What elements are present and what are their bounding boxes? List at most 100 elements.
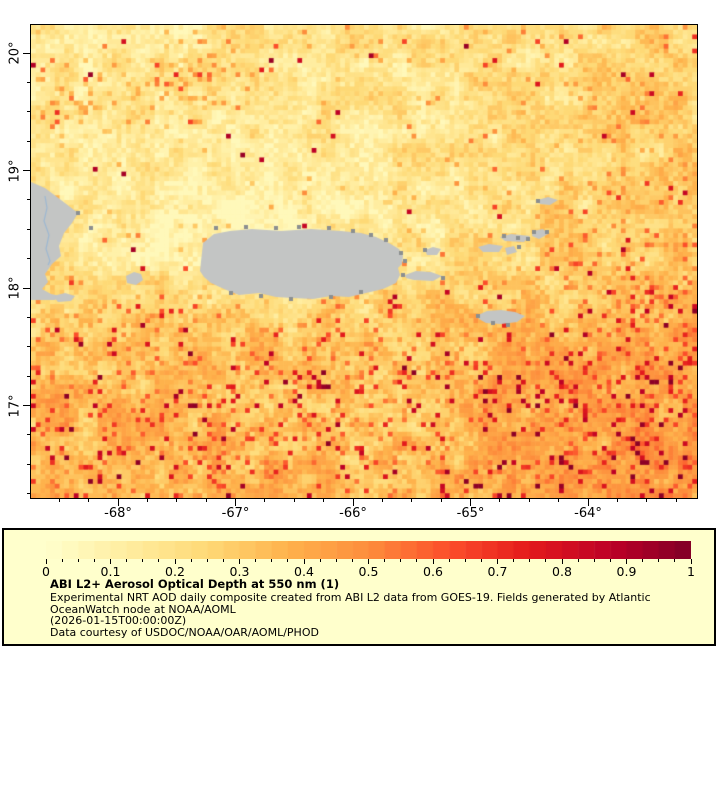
colorbar-minor-tick	[222, 559, 224, 562]
colorbar-minor-tick	[384, 559, 386, 562]
x-axis-minor-tick	[146, 498, 148, 502]
x-axis-minor-tick	[440, 498, 442, 502]
y-axis-minor-tick	[27, 346, 31, 348]
x-axis-minor-tick	[58, 498, 60, 502]
colorbar-minor-tick	[674, 559, 676, 562]
colorbar-tick-label: 0.7	[487, 564, 508, 579]
colorbar-minor-tick	[335, 559, 337, 562]
x-axis-label: -65°	[456, 506, 485, 521]
colorbar-minor-tick	[142, 559, 144, 562]
colorbar-minor-tick	[93, 559, 95, 562]
description-line-2: OceanWatch node at NOAA/AOML	[50, 602, 236, 616]
y-axis-label: 18°	[7, 276, 23, 300]
colorbar	[46, 541, 691, 559]
colorbar-tick-label: 0.8	[552, 564, 572, 579]
y-axis-minor-tick	[27, 316, 31, 318]
colorbar-minor-tick	[593, 559, 595, 562]
description-line-1: Experimental NRT AOD daily composite cre…	[50, 591, 651, 605]
colorbar-minor-tick	[77, 559, 79, 562]
x-axis-minor-tick	[646, 498, 648, 502]
x-axis-label: -66°	[339, 506, 367, 521]
colorbar-major-tick	[432, 559, 434, 564]
x-axis-minor-tick	[499, 498, 501, 502]
aod-raster-map	[31, 25, 697, 498]
x-axis-minor-tick	[558, 498, 560, 502]
map-plot-area	[30, 24, 698, 499]
x-axis-major-tick	[117, 498, 119, 506]
y-axis-minor-tick	[27, 258, 31, 260]
y-axis-major-tick	[23, 52, 31, 54]
x-axis-minor-tick	[264, 498, 266, 502]
x-axis-label: -64°	[574, 506, 602, 521]
colorbar-major-tick	[497, 559, 498, 564]
y-axis-label: 17°	[7, 393, 23, 418]
colorbar-tick-label: 0.3	[229, 564, 250, 579]
colorbar-tick-label: 0.9	[616, 564, 637, 579]
legend-box: 0 0.1 0.2 0.3 0.4 0.5 0.6 0.7 0.8 0.9 1 ABI L2+ Ae…	[2, 528, 716, 646]
colorbar-minor-tick	[545, 559, 547, 562]
y-axis-minor-tick	[27, 199, 31, 201]
colorbar-minor-tick	[206, 559, 208, 562]
colorbar-major-tick	[239, 559, 240, 564]
colorbar-minor-tick	[480, 559, 482, 562]
y-axis-minor-tick	[27, 228, 31, 230]
y-axis-label: 19°	[7, 158, 23, 183]
colorbar-minor-tick	[351, 559, 353, 562]
colorbar-minor-tick	[319, 559, 321, 562]
y-axis-major-tick	[23, 287, 31, 289]
colorbar-major-tick	[45, 559, 47, 564]
colorbar-major-tick	[174, 559, 176, 564]
colorbar-tick-label: 1	[687, 564, 695, 579]
colorbar-major-tick	[303, 559, 305, 564]
x-axis-minor-tick	[323, 498, 325, 502]
colorbar-tick-label: 0.5	[358, 564, 379, 579]
colorbar-major-tick	[690, 559, 692, 564]
y-axis-label: 20°	[7, 41, 23, 65]
colorbar-minor-tick	[400, 559, 402, 562]
y-axis-minor-tick	[27, 434, 31, 436]
colorbar-minor-tick	[190, 559, 192, 562]
colorbar-minor-tick	[287, 559, 289, 562]
colorbar-minor-tick	[126, 559, 128, 562]
colorbar-major-tick	[368, 559, 369, 564]
x-axis-minor-tick	[381, 498, 383, 502]
colorbar-minor-tick	[577, 559, 579, 562]
colorbar-minor-tick	[529, 559, 531, 562]
caption-block: ABI L2+ Aerosol Optical Depth at 550 nm …	[50, 578, 651, 639]
y-axis-minor-tick	[27, 111, 31, 113]
colorbar-minor-tick	[513, 559, 515, 562]
colorbar-minor-tick	[609, 559, 611, 562]
colorbar-major-tick	[626, 559, 627, 564]
x-axis-minor-tick	[88, 498, 90, 502]
x-axis-minor-tick	[176, 498, 178, 502]
timestamp-line: (2026-01-15T00:00:00Z)	[50, 614, 187, 628]
colorbar-minor-tick	[416, 559, 418, 562]
colorbar-major-tick	[561, 559, 563, 564]
y-axis-minor-tick	[27, 463, 31, 465]
colorbar-minor-tick	[61, 559, 63, 562]
colorbar-tick-label: 0.4	[294, 564, 314, 579]
colorbar-minor-tick	[158, 559, 160, 562]
colorbar-major-tick	[110, 559, 111, 564]
courtesy-line: Data courtesy of USDOC/NOAA/OAR/AOML/PHO…	[50, 625, 319, 639]
x-axis-label: -68°	[104, 506, 132, 521]
x-axis-major-tick	[470, 498, 471, 506]
y-axis-major-tick	[23, 405, 31, 406]
colorbar-minor-tick	[271, 559, 273, 562]
x-axis-minor-tick	[293, 498, 295, 502]
x-axis-label: -67°	[221, 506, 250, 521]
x-axis-minor-tick	[675, 498, 677, 502]
x-axis-minor-tick	[411, 498, 413, 502]
colorbar-tick-label: 0	[42, 564, 50, 579]
colorbar-tick-label: 0.2	[165, 564, 185, 579]
colorbar-minor-tick	[658, 559, 660, 562]
colorbar-minor-tick	[448, 559, 450, 562]
colorbar-minor-tick	[642, 559, 644, 562]
x-axis-minor-tick	[616, 498, 618, 502]
y-axis-minor-tick	[27, 81, 31, 83]
colorbar-tick-label: 0.1	[100, 564, 121, 579]
x-axis-minor-tick	[528, 498, 530, 502]
y-axis-major-tick	[23, 170, 31, 171]
x-axis-minor-tick	[205, 498, 207, 502]
